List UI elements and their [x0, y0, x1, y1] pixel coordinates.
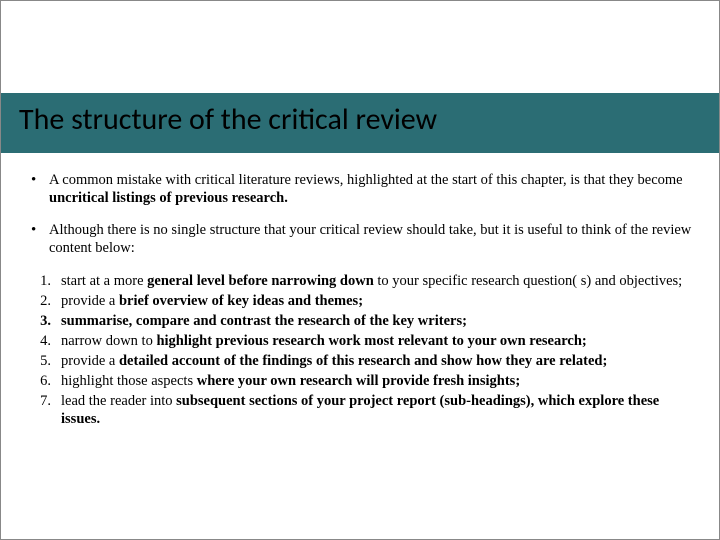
list-item-6: 6. highlight those aspects where your ow… [21, 372, 699, 390]
item1-bold: general level before narrowing down [147, 273, 374, 289]
list-item-2: 2. provide a brief overview of key ideas… [21, 292, 699, 310]
item4-bold: highlight previous research work most re… [156, 333, 586, 349]
item6-bold: where your own research will provide fre… [197, 373, 520, 389]
item1-pre: start at a more [61, 273, 147, 289]
slide-title: The structure of the critical review [19, 101, 437, 138]
item4-pre: narrow down to [61, 333, 156, 349]
item5-bold: detailed account of the findings of this… [119, 353, 607, 369]
list-item-1: 1. start at a more general level before … [21, 272, 699, 290]
slide-container: The structure of the critical review A c… [0, 0, 720, 540]
item7-pre: lead the reader into [61, 393, 176, 409]
bullet2-text: Although there is no single structure th… [49, 222, 691, 256]
num-4: 4. [33, 332, 51, 350]
item1-post: to your specific research question( s) a… [374, 273, 682, 289]
item3-bold: summarise, compare and contrast the rese… [61, 313, 467, 329]
bullet1-text-pre: A common mistake with critical literatur… [49, 172, 683, 188]
list-item-4: 4. narrow down to highlight previous res… [21, 332, 699, 350]
item5-pre: provide a [61, 353, 119, 369]
num-3: 3. [33, 312, 51, 330]
list-item-3: 3. summarise, compare and contrast the r… [21, 312, 699, 330]
numbered-list: 1. start at a more general level before … [21, 272, 699, 429]
content-area: A common mistake with critical literatur… [21, 171, 699, 431]
list-item-7: 7. lead the reader into subsequent secti… [21, 392, 699, 428]
num-7: 7. [33, 392, 51, 410]
bullet-item-1: A common mistake with critical literatur… [21, 171, 699, 207]
item2-bold: brief overview of key ideas and themes; [119, 293, 363, 309]
item6-pre: highlight those aspects [61, 373, 197, 389]
bullet1-text-bold: uncritical listings of previous research… [49, 190, 288, 206]
num-6: 6. [33, 372, 51, 390]
num-5: 5. [33, 352, 51, 370]
item2-pre: provide a [61, 293, 119, 309]
num-1: 1. [33, 272, 51, 290]
list-item-5: 5. provide a detailed account of the fin… [21, 352, 699, 370]
num-2: 2. [33, 292, 51, 310]
bullet-item-2: Although there is no single structure th… [21, 221, 699, 257]
